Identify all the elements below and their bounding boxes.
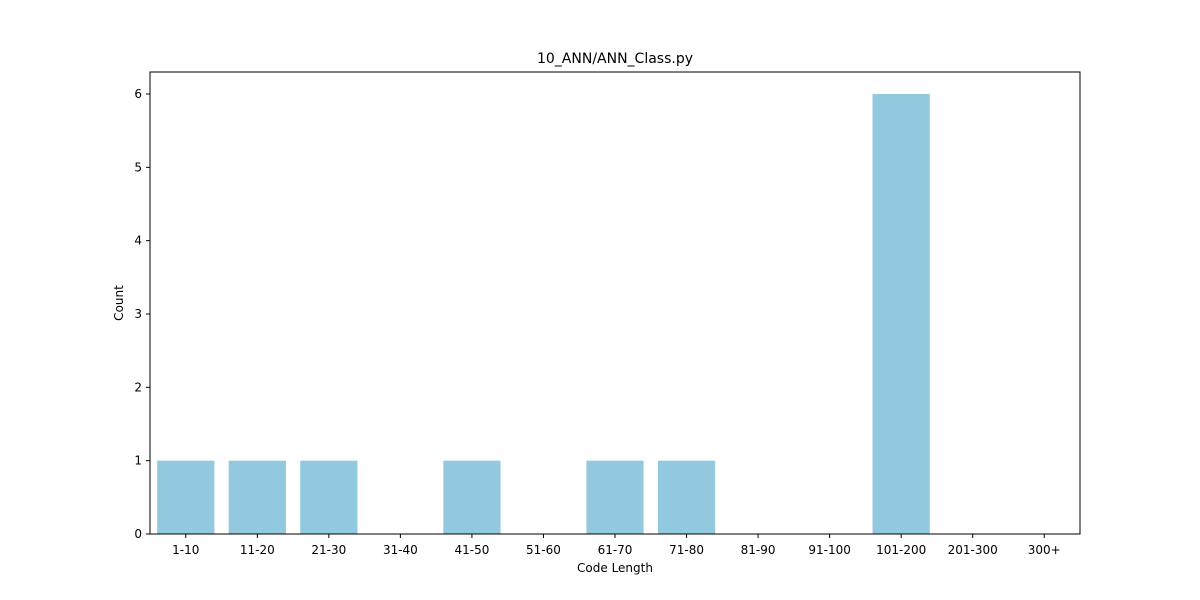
x-tick-label: 11-20 bbox=[240, 543, 275, 557]
x-tick-label: 31-40 bbox=[383, 543, 418, 557]
y-tick-label: 1 bbox=[134, 454, 142, 468]
bar-11-20 bbox=[228, 460, 286, 534]
y-tick-label: 6 bbox=[134, 87, 142, 101]
y-axis-ticks: 0 1 2 3 4 5 6 bbox=[134, 87, 150, 541]
x-tick-label: 101-200 bbox=[876, 543, 926, 557]
chart-title: 10_ANN/ANN_Class.py bbox=[537, 51, 693, 67]
y-tick-label: 3 bbox=[134, 307, 142, 321]
bar-61-70 bbox=[586, 460, 644, 534]
y-tick-label: 0 bbox=[134, 527, 142, 541]
bar-71-80 bbox=[657, 460, 716, 534]
x-tick-label: 81-90 bbox=[741, 543, 776, 557]
x-tick-label: 51-60 bbox=[526, 543, 561, 557]
x-tick-label: 61-70 bbox=[598, 543, 633, 557]
y-tick-label: 5 bbox=[134, 160, 142, 174]
x-tick-label: 300+ bbox=[1028, 543, 1061, 557]
x-tick-label: 71-80 bbox=[669, 543, 704, 557]
bar-1-10 bbox=[157, 460, 215, 534]
x-tick-label: 21-30 bbox=[311, 543, 346, 557]
bar-101-200 bbox=[872, 94, 930, 534]
y-axis-label: Count bbox=[112, 285, 126, 321]
bars-group bbox=[157, 94, 930, 534]
bar-21-30 bbox=[300, 460, 358, 534]
y-tick-label: 2 bbox=[134, 380, 142, 394]
plot-frame bbox=[149, 71, 1081, 535]
x-tick-label: 41-50 bbox=[454, 543, 489, 557]
x-tick-label: 91-100 bbox=[808, 543, 851, 557]
bar-41-50 bbox=[443, 460, 501, 534]
x-tick-label: 1-10 bbox=[172, 543, 199, 557]
x-axis-ticks: 1-10 11-20 21-30 31-40 41-50 51-60 61-70 71-80 8… bbox=[172, 534, 1061, 557]
x-tick-label: 201-300 bbox=[948, 543, 998, 557]
y-tick-label: 4 bbox=[134, 234, 142, 248]
x-axis-label: Code Length bbox=[577, 561, 653, 575]
